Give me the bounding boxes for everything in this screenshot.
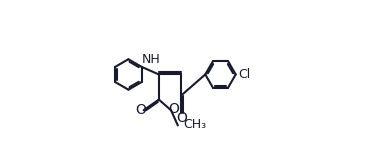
Text: O: O (176, 111, 187, 125)
Text: O: O (135, 103, 146, 117)
Text: O: O (168, 102, 179, 116)
Text: NH: NH (142, 53, 160, 66)
Text: Cl: Cl (239, 68, 251, 81)
Text: CH₃: CH₃ (184, 118, 207, 131)
